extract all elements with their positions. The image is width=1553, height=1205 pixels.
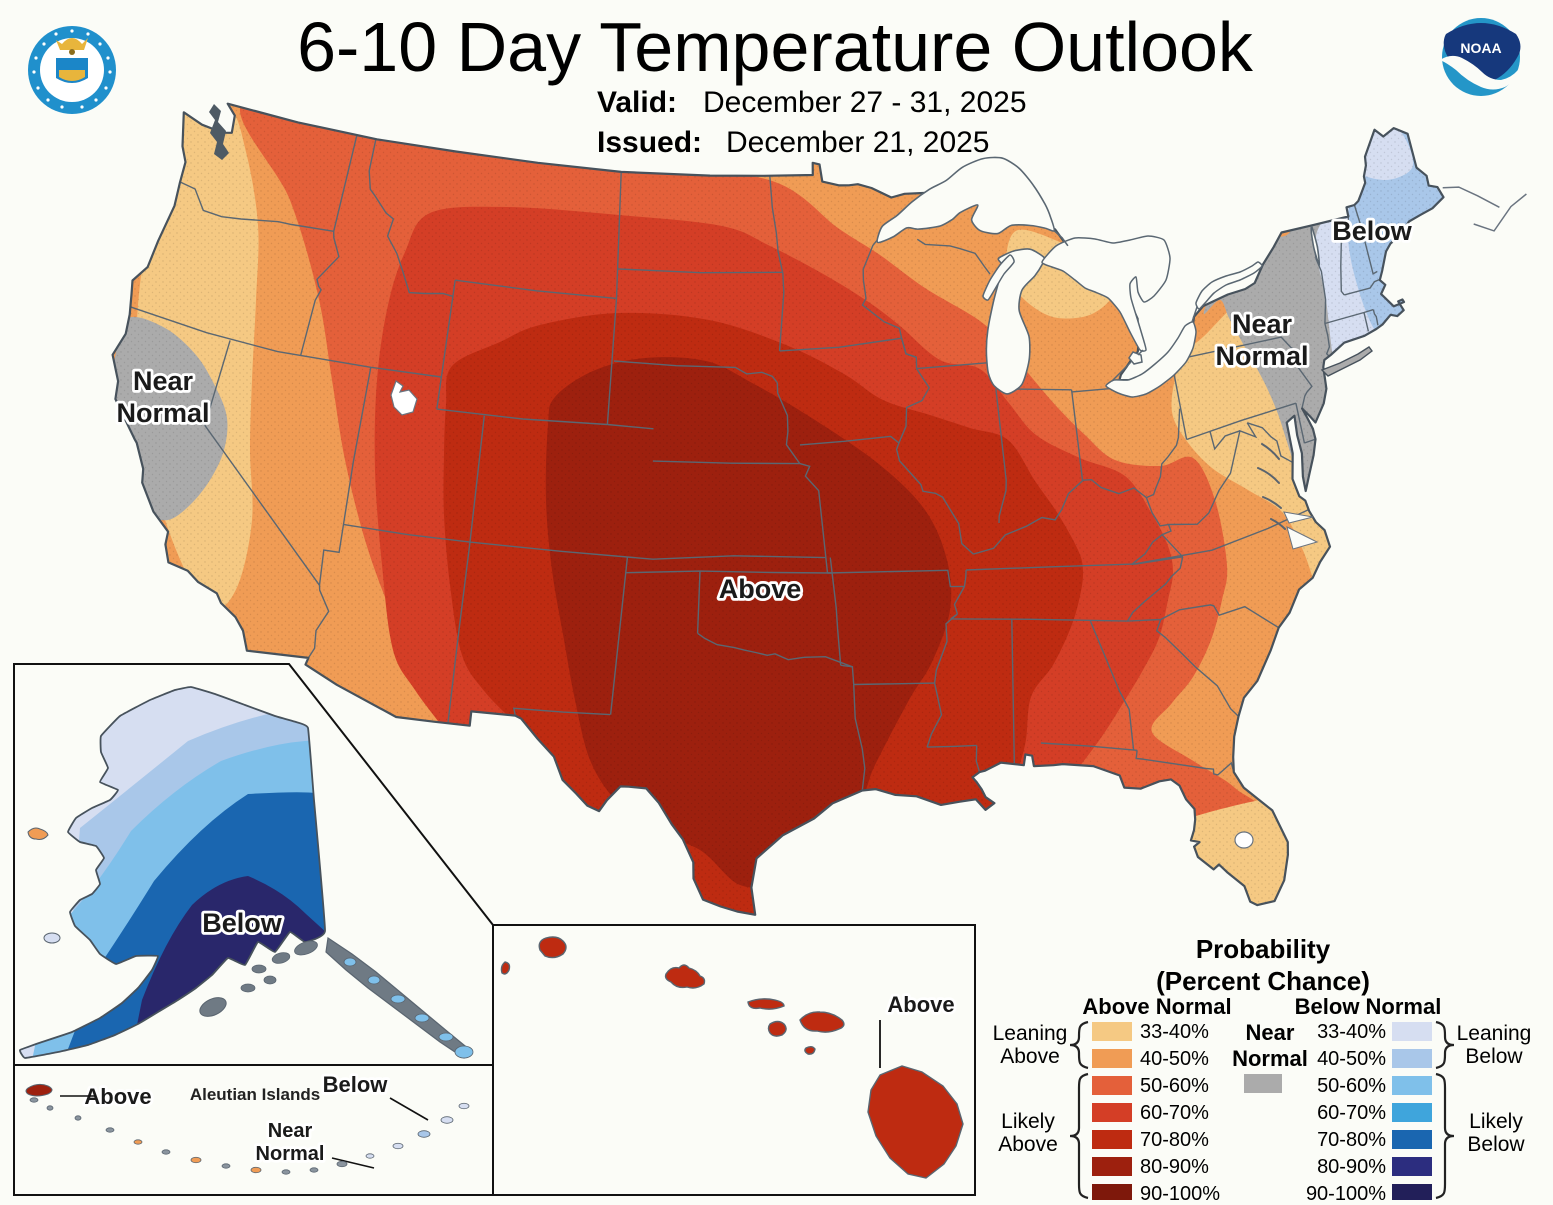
svg-text:Aleutian Islands: Aleutian Islands (190, 1085, 320, 1104)
svg-text:Normal: Normal (256, 1143, 325, 1165)
svg-text:Below: Below (1465, 1045, 1523, 1068)
svg-text:70-80%: 70-80% (1317, 1129, 1386, 1151)
svg-text:40-50%: 40-50% (1317, 1048, 1386, 1070)
svg-text:33-40%: 33-40% (1140, 1021, 1209, 1043)
svg-text:50-60%: 50-60% (1140, 1075, 1209, 1097)
svg-text:Near: Near (1246, 1020, 1295, 1045)
svg-text:70-80%: 70-80% (1140, 1129, 1209, 1151)
svg-text:80-90%: 80-90% (1140, 1156, 1209, 1178)
svg-text:Above: Above (998, 1133, 1058, 1156)
svg-text:Normal: Normal (1215, 341, 1308, 371)
svg-text:80-90%: 80-90% (1317, 1156, 1386, 1178)
svg-text:Probability: Probability (1196, 934, 1331, 964)
svg-text:Below: Below (1332, 216, 1413, 246)
svg-text:60-70%: 60-70% (1140, 1102, 1209, 1124)
svg-text:Below: Below (202, 908, 283, 938)
svg-text:40-50%: 40-50% (1140, 1048, 1209, 1070)
svg-text:Leaning: Leaning (1457, 1022, 1532, 1045)
svg-text:Normal: Normal (1232, 1046, 1308, 1071)
svg-text:Below: Below (1467, 1133, 1525, 1156)
svg-text:Above: Above (887, 992, 954, 1017)
svg-text:(Percent Chance): (Percent Chance) (1156, 966, 1370, 996)
svg-text:Likely: Likely (1001, 1110, 1055, 1133)
svg-text:December 27 - 31, 2025: December 27 - 31, 2025 (703, 86, 1027, 119)
svg-text:Likely: Likely (1469, 1110, 1523, 1133)
svg-text:Issued:: Issued: (597, 126, 702, 159)
svg-text:Valid:: Valid: (597, 86, 677, 119)
svg-text:December 21, 2025: December 21, 2025 (726, 126, 990, 159)
svg-text:Near: Near (133, 366, 194, 396)
svg-text:60-70%: 60-70% (1317, 1102, 1386, 1124)
svg-text:Below Normal: Below Normal (1295, 994, 1442, 1019)
svg-text:90-100%: 90-100% (1306, 1183, 1386, 1200)
svg-text:Normal: Normal (116, 398, 209, 428)
svg-text:Above: Above (719, 574, 802, 604)
svg-text:90-100%: 90-100% (1140, 1183, 1220, 1200)
svg-text:33-40%: 33-40% (1317, 1021, 1386, 1043)
svg-text:6-10 Day Temperature Outlook: 6-10 Day Temperature Outlook (297, 8, 1254, 86)
svg-text:Below: Below (323, 1072, 389, 1097)
svg-text:Near: Near (268, 1120, 313, 1142)
svg-text:Leaning: Leaning (993, 1022, 1068, 1045)
svg-text:Above: Above (1000, 1045, 1060, 1068)
svg-text:NOAA: NOAA (1460, 40, 1501, 56)
svg-text:Near: Near (1232, 309, 1293, 339)
svg-text:Above Normal: Above Normal (1082, 994, 1231, 1019)
svg-text:50-60%: 50-60% (1317, 1075, 1386, 1097)
